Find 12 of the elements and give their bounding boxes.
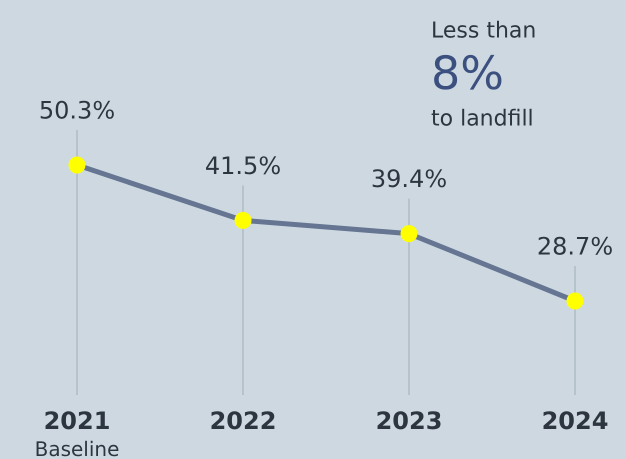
data-label: 50.3% (38, 96, 116, 124)
x-tick-label: 2022 (210, 407, 276, 435)
x-tick-label: 2023 (376, 407, 442, 435)
text: Less than (431, 18, 536, 44)
text: Baseline (34, 437, 120, 459)
text: to landfill (431, 106, 534, 132)
x-tick-label: 2021 (44, 407, 110, 435)
data-label: 41.5% (204, 152, 282, 180)
text: 8% (431, 46, 504, 100)
x-tick-label: 2024 (542, 407, 608, 435)
data-label: 39.4% (370, 165, 448, 194)
data-label: 28.7% (536, 232, 614, 260)
